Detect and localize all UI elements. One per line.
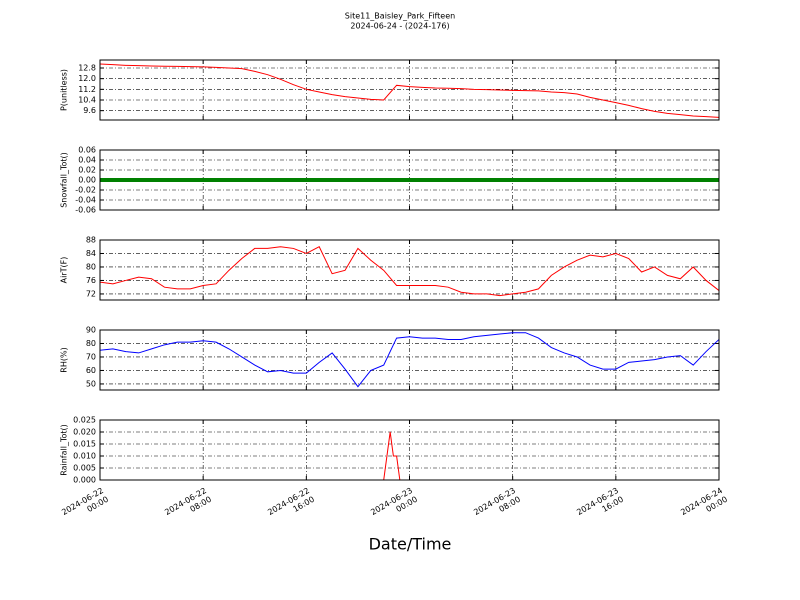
plot-frame (99, 239, 720, 301)
y-tick-label: 0.000 (73, 476, 96, 485)
plot-frame (99, 419, 720, 481)
y-tick-label: 0.015 (73, 440, 96, 449)
y-axis-label: RH(%) (60, 347, 69, 372)
data-line (99, 332, 720, 388)
y-tick-label: 76 (86, 276, 96, 285)
y-axis-label: Snowfall_Tot() (60, 152, 69, 208)
y-tick-label: -0.02 (75, 186, 96, 195)
y-tick-label: 0.025 (73, 416, 96, 425)
y-tick-label: 0.010 (73, 452, 96, 461)
y-tick-label: -0.04 (75, 196, 96, 205)
y-tick-label: 10.4 (78, 96, 96, 105)
y-tick-label: 0.04 (78, 156, 96, 165)
plot-frame (99, 329, 720, 391)
y-tick-label: 80 (86, 262, 96, 271)
data-line (99, 246, 720, 297)
y-tick-label: -0.06 (75, 206, 96, 215)
x-axis-label: Date/Time (369, 535, 452, 554)
chart-subtitle: 2024-06-24 - (2024-176) (350, 22, 449, 31)
y-tick-label: 72 (86, 289, 96, 298)
y-tick-label: 9.6 (83, 106, 96, 115)
y-axis-label: P(unitless) (60, 69, 69, 111)
y-tick-label: 60 (86, 366, 96, 375)
y-tick-label: 90 (86, 326, 96, 335)
y-axis-label: Rainfall_Tot() (60, 424, 69, 476)
plot-frame (99, 59, 720, 121)
y-tick-label: 84 (86, 249, 96, 258)
y-tick-label: 0.020 (73, 428, 96, 437)
chart-title: Site11_Baisley_Park_Fifteen (345, 12, 455, 21)
y-tick-label: 0.02 (78, 166, 96, 175)
y-tick-label: 70 (86, 352, 96, 361)
y-axis-label: AirT(F) (60, 257, 69, 284)
y-tick-label: 12.0 (78, 74, 96, 83)
y-tick-label: 12.8 (78, 64, 96, 73)
y-tick-label: 11.2 (78, 85, 96, 94)
plot-frame (99, 149, 720, 211)
y-tick-label: 50 (86, 379, 96, 388)
y-tick-label: 80 (86, 339, 96, 348)
data-line (99, 63, 720, 118)
y-tick-label: 0.06 (78, 146, 96, 155)
y-tick-label: 88 (86, 236, 96, 245)
y-tick-label: 0.00 (78, 176, 96, 185)
y-tick-label: 0.005 (73, 464, 96, 473)
